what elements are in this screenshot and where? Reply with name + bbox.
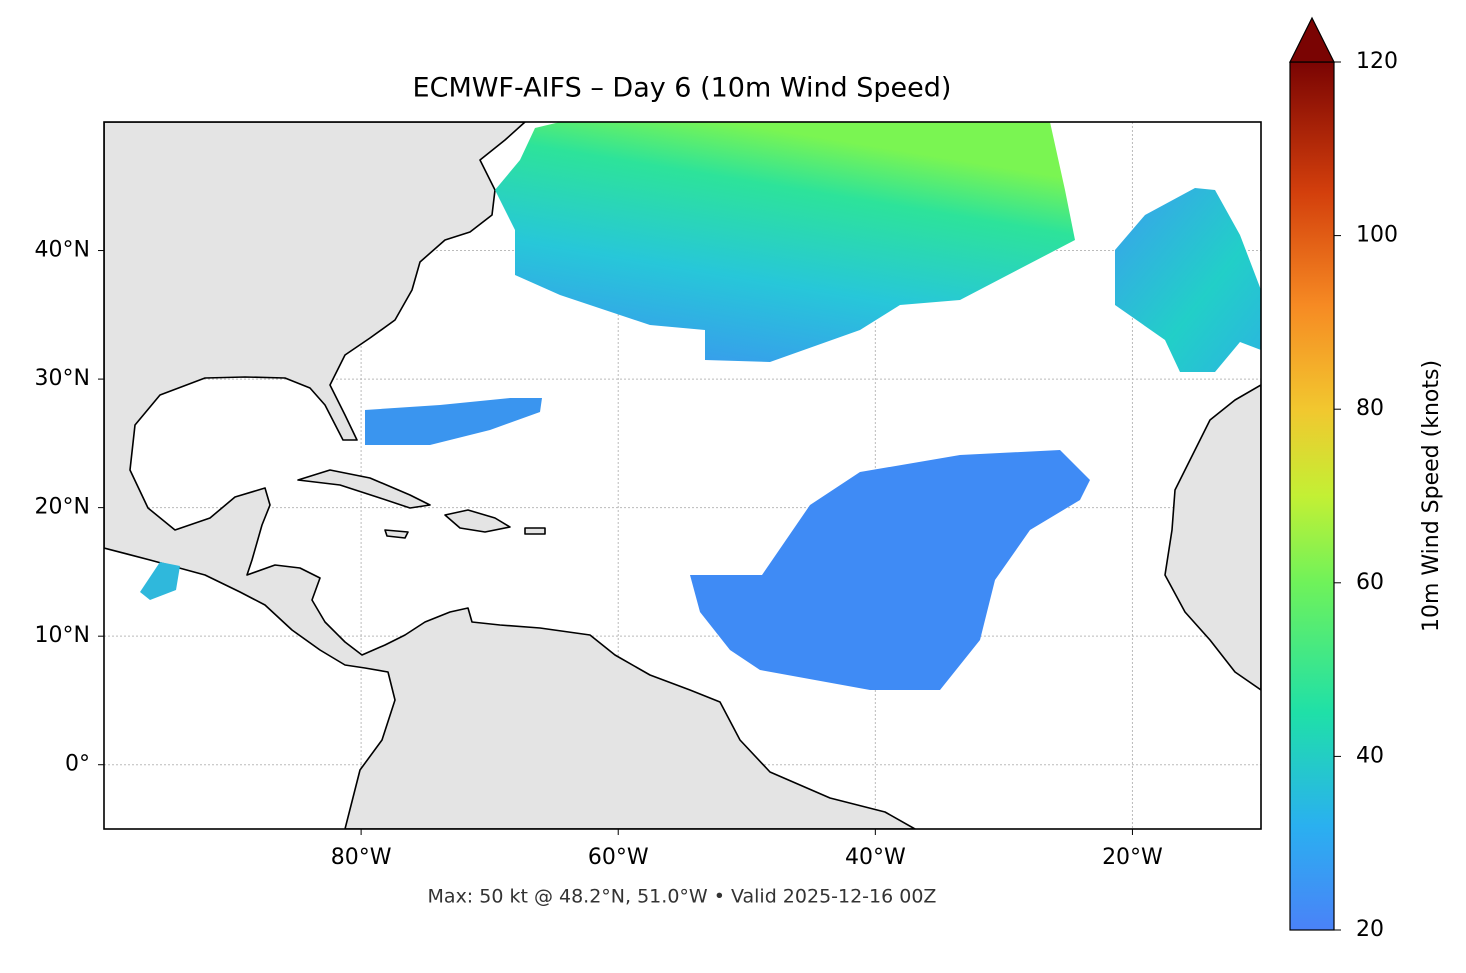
wind-field (365, 398, 542, 445)
x-tick-label: 60°W (588, 845, 649, 870)
africa (1164, 384, 1261, 691)
hispaniola (444, 509, 511, 533)
wind-field (140, 562, 180, 600)
x-tick-label: 80°W (331, 845, 392, 870)
colorbar-tick-label: 60 (1356, 570, 1384, 595)
y-tick-label: 20°N (35, 495, 90, 520)
cuba (297, 469, 431, 509)
y-tick-label: 30°N (35, 366, 90, 391)
wind-field (690, 450, 1090, 690)
x-tick-label: 20°W (1102, 845, 1163, 870)
y-tick-label: 40°N (35, 238, 90, 263)
colorbar-tick-label: 100 (1356, 223, 1398, 248)
y-tick-label: 10°N (35, 623, 90, 648)
y-tick-label: 0° (65, 752, 90, 777)
colorbar-extension (1289, 16, 1335, 63)
colorbar-tick-label: 120 (1356, 49, 1398, 74)
colorbar-tick-label: 80 (1356, 396, 1384, 421)
wind-field (1115, 188, 1261, 372)
americas (104, 122, 916, 829)
map-frame (103, 121, 1262, 830)
colorbar-tick-label: 40 (1356, 743, 1384, 768)
colorbar-tick-label: 20 (1356, 917, 1384, 942)
puerto-rico (524, 527, 546, 535)
chart-title: ECMWF-AIFS – Day 6 (10m Wind Speed) (413, 73, 952, 104)
subtitle: Max: 50 kt @ 48.2°N, 51.0°W • Valid 2025… (428, 886, 937, 908)
jamaica (384, 529, 409, 539)
x-tick-label: 40°W (845, 845, 906, 870)
map-layers (104, 122, 1261, 829)
wind-field (495, 122, 1075, 362)
colorbar (1289, 61, 1335, 931)
colorbar-label: 10m Wind Speed (knots) (1419, 360, 1444, 632)
